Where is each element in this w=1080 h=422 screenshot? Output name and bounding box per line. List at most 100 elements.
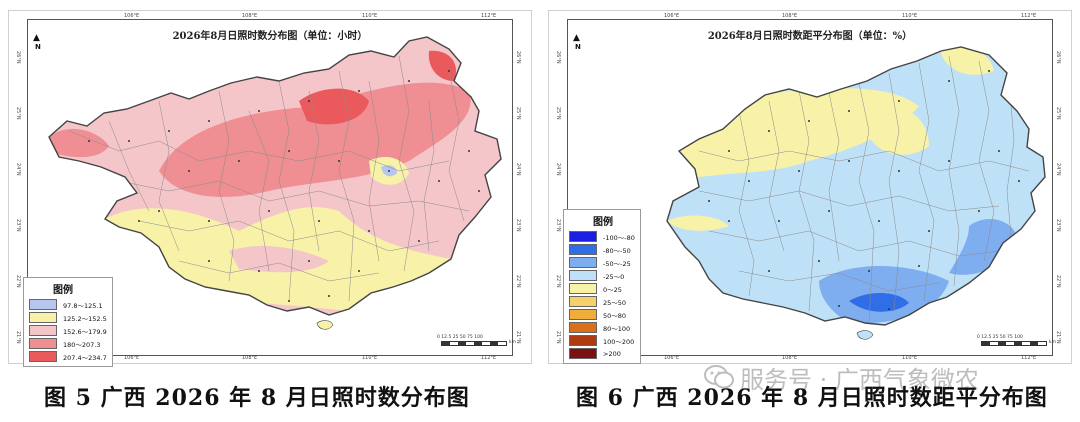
legend-label: 125.2～152.5 bbox=[63, 314, 107, 323]
figure-caption: 图 6 广西 2026 年 8 月日照时数距平分布图 bbox=[576, 385, 1048, 411]
scale-bar bbox=[441, 341, 507, 346]
lon-tick-label: 106°E bbox=[124, 355, 140, 361]
legend-item: 152.6～179.9 bbox=[29, 324, 107, 337]
scale-unit: km bbox=[1049, 340, 1056, 345]
legend-label: -25～0 bbox=[603, 272, 625, 281]
legend-swatch bbox=[29, 312, 57, 323]
lat-tick-label: 26°N bbox=[515, 51, 521, 64]
lat-tick-label: 25°N bbox=[555, 107, 561, 120]
lat-tick-label: 24°N bbox=[515, 163, 521, 176]
legend-swatch bbox=[29, 351, 57, 362]
lat-tick-label: 25°N bbox=[515, 107, 521, 120]
lat-tick-label: 25°N bbox=[15, 107, 21, 120]
legend-item: -25～0 bbox=[569, 269, 635, 282]
station-markers bbox=[708, 70, 1020, 310]
wechat-icon bbox=[704, 365, 734, 389]
sunshine-anomaly-map-panel: 2026年8月日照时数距平分布图（单位：%） 106°E 108°E 110°E… bbox=[548, 10, 1072, 364]
lat-tick-label: 21°N bbox=[555, 331, 561, 344]
legend-swatch bbox=[569, 348, 597, 359]
map-title: 2026年8月日照时数距平分布图（单位：%） bbox=[707, 31, 913, 42]
legend-swatch bbox=[569, 322, 597, 333]
lon-tick-label: 110°E bbox=[362, 13, 378, 19]
north-label: N bbox=[35, 43, 41, 51]
legend-item: >200 bbox=[569, 347, 635, 360]
figure-caption: 图 5 广西 2026 年 8 月日照时数分布图 bbox=[44, 385, 470, 411]
legend-item: -50～-25 bbox=[569, 256, 635, 269]
lon-tick-label: 110°E bbox=[902, 355, 918, 361]
lon-tick-label: 112°E bbox=[1021, 355, 1037, 361]
lat-tick-label: 21°N bbox=[15, 331, 21, 344]
lon-tick-label: 106°E bbox=[664, 13, 680, 19]
map-frame bbox=[27, 19, 513, 356]
legend-label: 180～207.3 bbox=[63, 340, 101, 349]
scale-bar bbox=[981, 341, 1047, 346]
map-legend: 图例 97.8～125.1 125.2～152.5 152.6～179.9 18… bbox=[23, 277, 113, 367]
legend-item: 25～50 bbox=[569, 295, 635, 308]
legend-swatch bbox=[569, 231, 597, 242]
legend-title: 图例 bbox=[593, 217, 613, 228]
legend-item: 97.8～125.1 bbox=[29, 298, 107, 311]
lat-tick-label: 23°N bbox=[555, 219, 561, 232]
legend-label: 80～100 bbox=[603, 324, 631, 333]
legend-title: 图例 bbox=[53, 285, 73, 296]
lat-tick-label: 24°N bbox=[15, 163, 21, 176]
lon-tick-label: 108°E bbox=[782, 13, 798, 19]
legend-item: 80～100 bbox=[569, 321, 635, 334]
north-arrow-icon: ▲ bbox=[33, 33, 40, 43]
lon-tick-label: 108°E bbox=[242, 13, 258, 19]
legend-item: 100～200 bbox=[569, 334, 635, 347]
lon-tick-label: 108°E bbox=[242, 355, 258, 361]
lat-tick-label: 25°N bbox=[1055, 107, 1061, 120]
legend-swatch bbox=[569, 244, 597, 255]
watermark-text: 服务号 · 广西气象微农 bbox=[740, 366, 979, 394]
legend-swatch bbox=[569, 257, 597, 268]
lat-tick-label: 22°N bbox=[555, 275, 561, 288]
legend-label: -50～-25 bbox=[603, 259, 631, 268]
legend-label: 25～50 bbox=[603, 298, 627, 307]
legend-item: -100～-80 bbox=[569, 230, 635, 243]
lat-tick-label: 22°N bbox=[1055, 275, 1061, 288]
north-arrow-icon: ▲ bbox=[573, 33, 580, 43]
lat-tick-label: 21°N bbox=[1055, 331, 1061, 344]
legend-item: -80～-50 bbox=[569, 243, 635, 256]
lat-tick-label: 23°N bbox=[15, 219, 21, 232]
lat-tick-label: 24°N bbox=[555, 163, 561, 176]
legend-label: >200 bbox=[603, 349, 621, 358]
legend-item: 125.2～152.5 bbox=[29, 311, 107, 324]
legend-label: -100～-80 bbox=[603, 233, 635, 242]
lon-tick-label: 112°E bbox=[1021, 13, 1037, 19]
lon-tick-label: 110°E bbox=[362, 355, 378, 361]
lat-tick-label: 22°N bbox=[515, 275, 521, 288]
map-legend: 图例 -100～-80 -80～-50 -50～-25 -25～0 0～25 2… bbox=[563, 209, 641, 364]
legend-item: 0～25 bbox=[569, 282, 635, 295]
map-frame bbox=[567, 19, 1053, 356]
legend-item: 207.4～234.7 bbox=[29, 350, 107, 363]
lat-tick-label: 22°N bbox=[15, 275, 21, 288]
map-title: 2026年8月日照时数分布图（单位：小时） bbox=[172, 31, 368, 42]
lon-tick-label: 112°E bbox=[481, 355, 497, 361]
guangxi-sunshine-map bbox=[48, 36, 502, 330]
legend-label: 97.8～125.1 bbox=[63, 301, 103, 310]
lon-tick-label: 108°E bbox=[782, 355, 798, 361]
lon-tick-label: 106°E bbox=[664, 355, 680, 361]
legend-swatch bbox=[29, 325, 57, 336]
legend-swatch bbox=[29, 299, 57, 310]
legend-label: 50～80 bbox=[603, 311, 627, 320]
lat-tick-label: 23°N bbox=[515, 219, 521, 232]
legend-item: 50～80 bbox=[569, 308, 635, 321]
scale-text: 0 12.5 25 50 75 100 bbox=[437, 335, 483, 340]
lat-tick-label: 24°N bbox=[1055, 163, 1061, 176]
legend-swatch bbox=[569, 296, 597, 307]
legend-label: -80～-50 bbox=[603, 246, 631, 255]
legend-swatch bbox=[569, 270, 597, 281]
lon-tick-label: 112°E bbox=[481, 13, 497, 19]
legend-label: 100～200 bbox=[603, 337, 635, 346]
legend-swatch bbox=[29, 338, 57, 349]
legend-swatch bbox=[569, 309, 597, 320]
scale-unit: km bbox=[509, 340, 516, 345]
lat-tick-label: 26°N bbox=[1055, 51, 1061, 64]
lat-tick-label: 26°N bbox=[15, 51, 21, 64]
sunshine-hours-map-panel: 2026年8月日照时数分布图（单位：小时） 106°E 108°E 110°E … bbox=[8, 10, 532, 367]
lon-tick-label: 110°E bbox=[902, 13, 918, 19]
lat-tick-label: 23°N bbox=[1055, 219, 1061, 232]
